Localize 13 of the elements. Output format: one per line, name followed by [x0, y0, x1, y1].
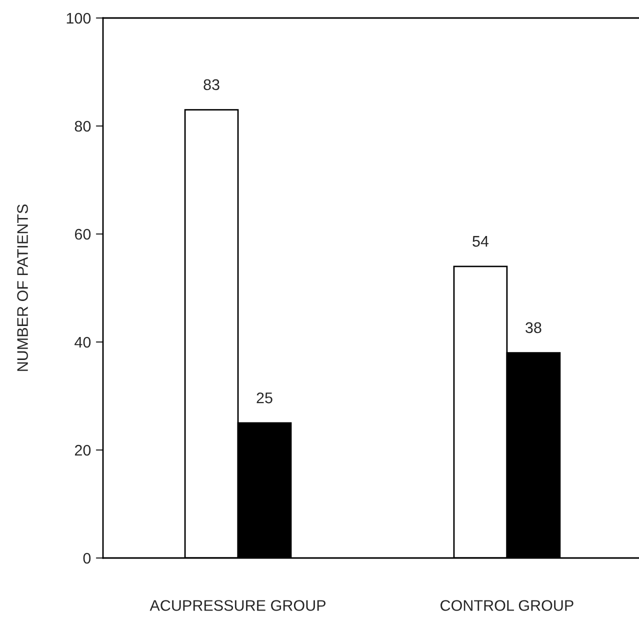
- x-tick-label: ACUPRESSURE GROUP: [150, 600, 326, 611]
- y-tick-label: 60: [74, 228, 91, 240]
- y-tick-label: 0: [83, 552, 91, 564]
- y-axis-title: NUMBER OF PATIENTS: [17, 204, 28, 371]
- data-label: 25: [256, 392, 272, 404]
- data-label: 38: [526, 322, 542, 334]
- y-tick-label: 80: [74, 120, 91, 132]
- data-label: 54: [472, 236, 489, 247]
- y-tick-label: 40: [74, 336, 91, 348]
- y-tick-label: 20: [74, 444, 91, 456]
- x-tick-label: CONTROL GROUP: [440, 600, 574, 611]
- data-label: 83: [204, 79, 220, 90]
- y-tick-label: 100: [66, 12, 91, 24]
